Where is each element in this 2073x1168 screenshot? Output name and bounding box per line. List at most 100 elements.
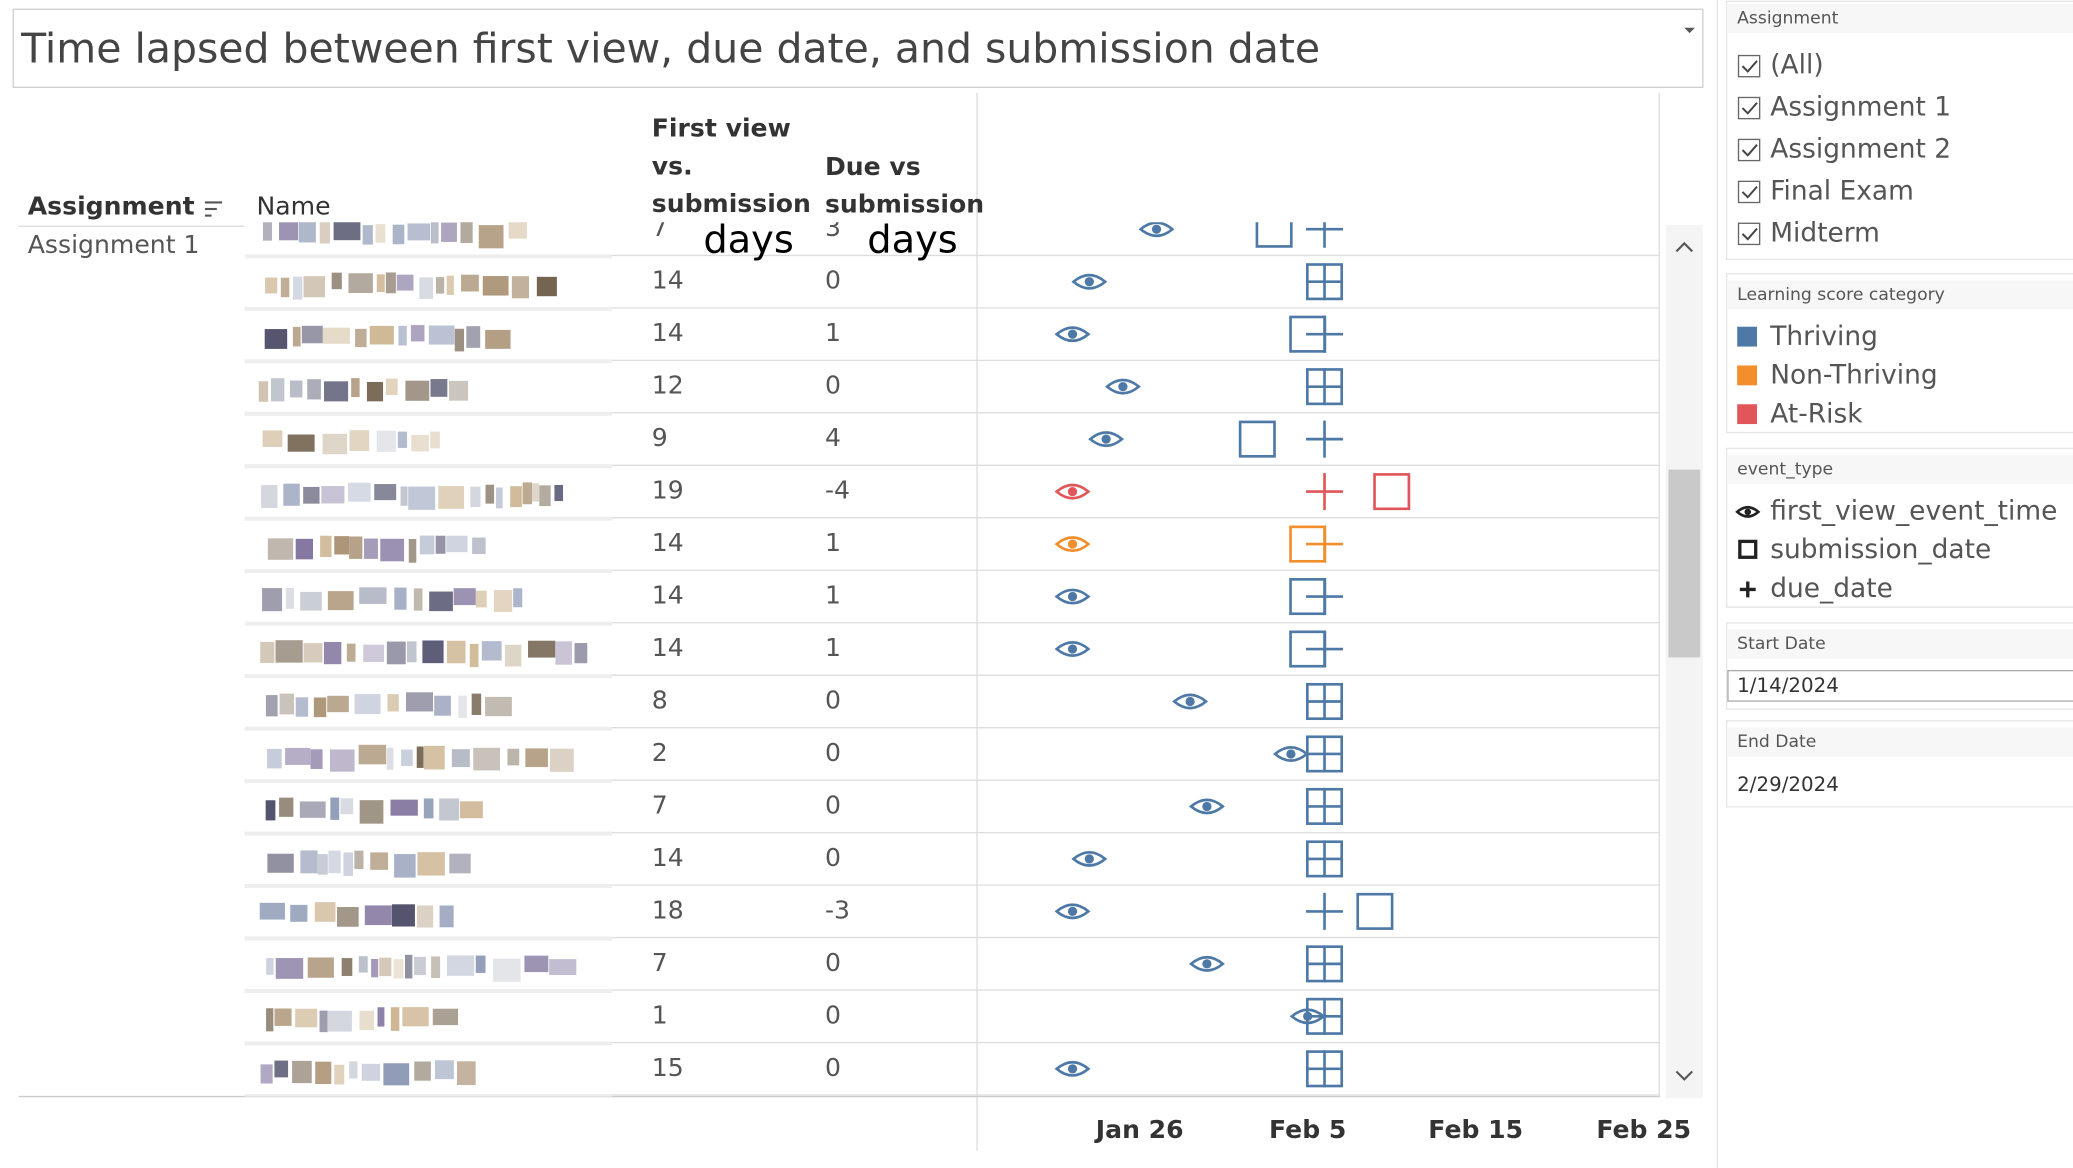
blurred-name xyxy=(331,272,342,290)
blurred-name xyxy=(279,797,294,817)
blurred-name xyxy=(451,749,470,768)
first-view-days: 14 xyxy=(652,528,684,557)
blurred-name xyxy=(438,486,465,509)
due-mark xyxy=(1306,630,1344,668)
eye-pupil xyxy=(1185,696,1195,707)
blurred-name xyxy=(386,747,394,770)
blurred-name xyxy=(513,588,523,608)
due-mark xyxy=(1306,222,1344,248)
blurred-name xyxy=(328,850,341,874)
header-first-view: vs. xyxy=(652,151,693,180)
sort-icon[interactable] xyxy=(204,201,223,217)
blurred-name xyxy=(405,692,434,712)
scroll-up[interactable] xyxy=(1675,241,1693,253)
end-date-value: 2/29/2024 xyxy=(1737,773,1839,796)
blurred-name xyxy=(307,379,321,400)
blurred-name xyxy=(355,328,367,348)
blurred-name xyxy=(322,433,348,455)
blurred-name xyxy=(349,1061,358,1079)
first-view-mark xyxy=(1054,536,1091,553)
blurred-name xyxy=(283,483,300,506)
blurred-name xyxy=(574,643,588,664)
blurred-name xyxy=(446,275,454,295)
blurred-name xyxy=(390,1007,400,1031)
blurred-name xyxy=(330,749,355,772)
blurred-name xyxy=(327,591,354,611)
blurred-name xyxy=(504,644,522,667)
filter-option[interactable]: Assignment 1 xyxy=(1737,92,1952,123)
blurred-name xyxy=(261,485,278,509)
first-view-days: 14 xyxy=(652,266,684,295)
due-days: 0 xyxy=(825,843,841,872)
blurred-name xyxy=(280,277,290,298)
first-view-mark xyxy=(1054,903,1091,920)
due-mark xyxy=(1306,525,1344,563)
blurred-name xyxy=(410,325,425,342)
legend-square xyxy=(1738,539,1758,559)
option-label: Final Exam xyxy=(1770,175,1914,206)
filter-option[interactable]: Assignment 2 xyxy=(1737,133,1952,165)
blurred-name xyxy=(376,274,385,293)
first-view-mark xyxy=(1054,641,1091,657)
blurred-name xyxy=(313,697,327,718)
due-days: 1 xyxy=(825,318,841,347)
eye-pupil xyxy=(1067,486,1078,497)
blurred-name xyxy=(414,1061,431,1081)
filter-title-bg xyxy=(1727,727,2073,757)
checkbox xyxy=(1737,222,1761,246)
blurred-name xyxy=(459,801,483,819)
header-assignment[interactable]: Assignment xyxy=(28,192,195,221)
blurred-name xyxy=(300,850,318,874)
blurred-name xyxy=(307,957,334,978)
blurred-name xyxy=(434,695,451,716)
blurred-name xyxy=(404,954,413,979)
filter-option[interactable]: Midterm xyxy=(1737,217,1880,248)
title-menu[interactable] xyxy=(1684,27,1695,34)
blurred-name xyxy=(359,1010,375,1031)
legend-eye xyxy=(1735,505,1761,518)
due-days: 0 xyxy=(825,371,841,400)
blurred-name xyxy=(392,904,415,927)
start-date-input[interactable] xyxy=(1727,669,2073,702)
blurred-name xyxy=(364,538,378,559)
blurred-name xyxy=(359,587,387,604)
due-mark xyxy=(1306,578,1344,616)
blurred-name xyxy=(397,431,408,448)
blurred-name xyxy=(349,536,363,559)
unit-label: days xyxy=(867,218,957,263)
blurred-name xyxy=(337,907,359,927)
submission-mark xyxy=(1255,222,1293,248)
eye-pupil xyxy=(1118,382,1128,392)
scroll-thumb[interactable] xyxy=(1668,469,1701,658)
blurred-name xyxy=(406,641,417,663)
blurred-name xyxy=(461,274,479,292)
blurred-name xyxy=(330,797,340,820)
blurred-name xyxy=(358,956,368,973)
first-view-days: 7 xyxy=(652,790,668,819)
eye-outline xyxy=(1054,326,1091,343)
blurred-name xyxy=(371,959,379,978)
option-label: Assignment 1 xyxy=(1770,92,1951,123)
legend-label: due_date xyxy=(1770,573,1893,604)
due-mark xyxy=(1306,420,1344,458)
due-mark xyxy=(1306,840,1344,878)
due-days: 0 xyxy=(825,1053,841,1082)
blurred-name xyxy=(493,958,521,982)
due-days: -3 xyxy=(825,895,850,924)
due-days: 0 xyxy=(825,948,841,977)
blurred-name xyxy=(295,697,309,717)
first-view-days: 14 xyxy=(652,843,684,872)
scrollbar[interactable] xyxy=(1665,224,1703,1098)
filter-option[interactable]: Final Exam xyxy=(1737,175,1914,206)
first-view-mark xyxy=(1172,693,1209,710)
blurred-name xyxy=(430,222,439,244)
blurred-name xyxy=(274,1060,289,1078)
blurred-name xyxy=(554,484,564,502)
blurred-name xyxy=(341,958,353,976)
scroll-down[interactable] xyxy=(1675,1070,1693,1081)
blurred-name xyxy=(408,538,417,563)
blurred-name xyxy=(267,748,282,769)
blurred-name xyxy=(435,1060,454,1080)
filter-option[interactable]: (All) xyxy=(1737,50,1824,81)
